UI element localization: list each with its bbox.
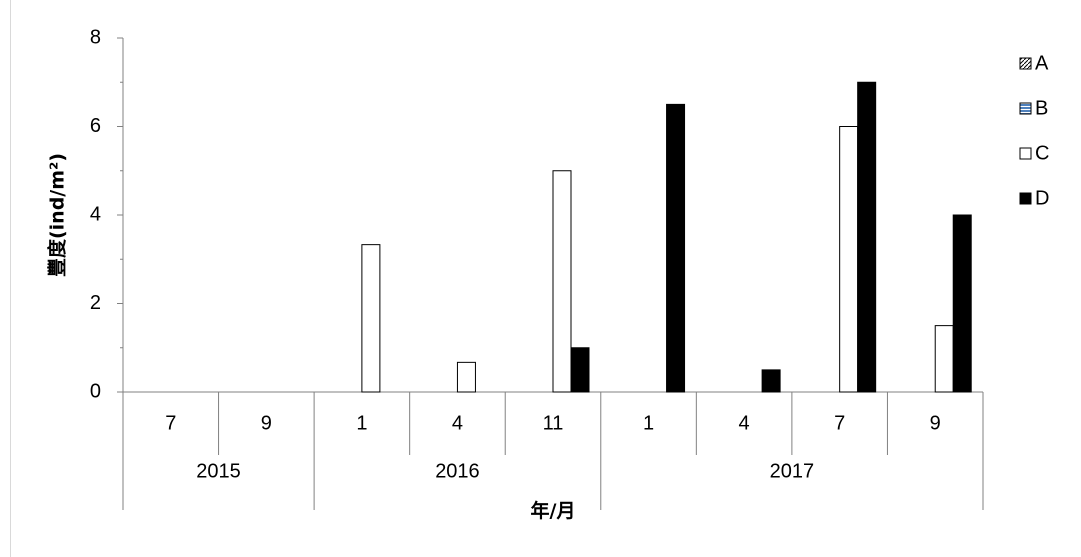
- month-tick-label: 9: [261, 412, 272, 434]
- legend-swatch-A: [1019, 57, 1032, 70]
- y-tick-label: 0: [90, 380, 101, 402]
- month-tick-label: 4: [739, 412, 750, 434]
- y-tick-label: 2: [90, 292, 101, 314]
- legend-swatch-B: [1019, 102, 1032, 115]
- month-tick-label: 11: [543, 412, 564, 434]
- month-tick-label: 1: [356, 412, 367, 434]
- legend-swatch-C: [1019, 147, 1032, 160]
- bar-C-4: [552, 170, 572, 393]
- bar-D-6: [761, 369, 781, 393]
- month-tick-label: 7: [834, 412, 845, 434]
- legend-label-A: A: [1035, 52, 1049, 74]
- y-tick-label: 4: [90, 203, 101, 225]
- bar-C-2: [361, 244, 381, 393]
- left-border-line: [10, 0, 11, 557]
- legend-label-D: D: [1035, 187, 1049, 209]
- year-tick-label: 2016: [435, 460, 480, 482]
- bar-D-5: [666, 103, 686, 393]
- y-tick-label: 8: [90, 26, 101, 48]
- bar-C-7: [839, 126, 859, 393]
- bar-C-3: [456, 361, 476, 393]
- y-tick-label: 6: [90, 115, 101, 137]
- year-tick-label: 2015: [196, 460, 241, 482]
- legend-label-B: B: [1035, 97, 1048, 119]
- month-tick-label: 9: [930, 412, 941, 434]
- bar-C-8: [934, 325, 954, 393]
- legend-swatch-D: [1019, 192, 1032, 205]
- month-tick-label: 4: [452, 412, 463, 434]
- year-tick-label: 2017: [770, 460, 815, 482]
- bar-D-4: [570, 347, 590, 393]
- bar-D-8: [952, 214, 972, 393]
- bar-D-7: [857, 81, 877, 393]
- month-tick-label: 1: [643, 412, 654, 434]
- legend: A B C D: [1019, 52, 1049, 209]
- month-tick-label: 7: [165, 412, 176, 434]
- legend-label-C: C: [1035, 142, 1049, 164]
- x-axis-title: 年/月: [531, 499, 576, 522]
- y-axis-title: 豐度(ind/m²): [46, 153, 69, 277]
